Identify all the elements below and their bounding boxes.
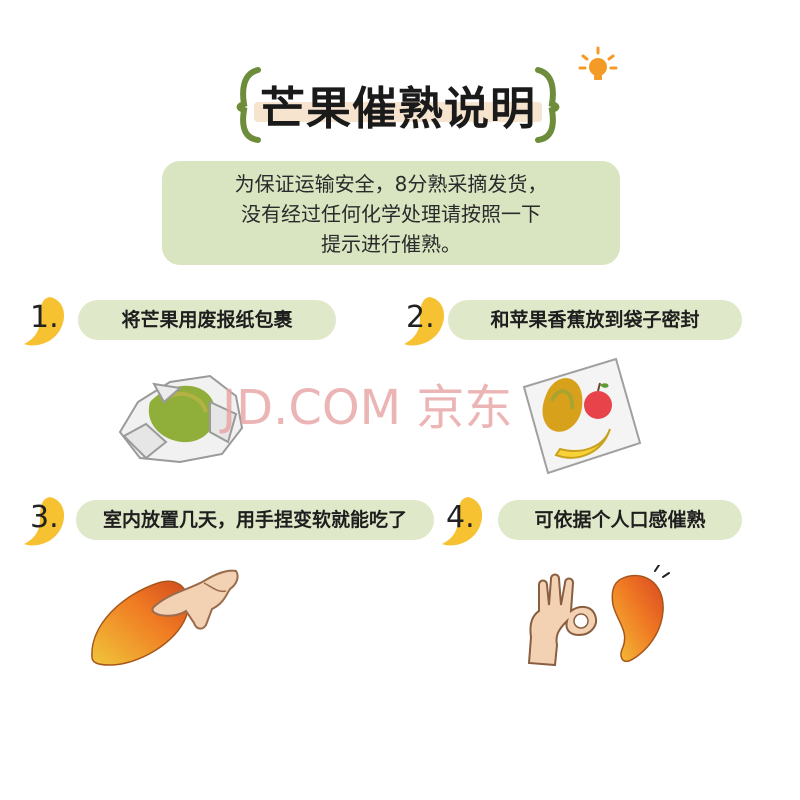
step-1-number: 1.: [30, 300, 59, 335]
mango-leaf-icon: [24, 497, 65, 546]
step-2-label: 和苹果香蕉放到袋子密封: [448, 300, 742, 340]
wrapped-mango-illustration: [118, 374, 244, 464]
pressing-mango-illustration: [91, 569, 239, 666]
bag-apple-banana-illustration: [522, 357, 642, 475]
ok-hand-mango-illustration: [527, 565, 670, 667]
mango-leaf-icon: [442, 497, 483, 546]
right-bracket-icon: [535, 67, 560, 143]
watermark-text: JD.COM 京东: [222, 380, 513, 436]
step-3-label: 室内放置几天，用手捏变软就能吃了: [76, 500, 434, 540]
lightbulb-icon: [578, 46, 618, 80]
left-bracket-icon: [236, 67, 261, 143]
mango-leaf-icon: [404, 297, 445, 346]
page-title: 芒果催熟说明: [259, 82, 536, 135]
page-title-block: 芒果催熟说明: [228, 62, 568, 143]
step-4-number: 4.: [446, 500, 475, 535]
step-1-label: 将芒果用废报纸包裹: [78, 300, 336, 340]
title-highlight: [254, 102, 542, 122]
intro-line-3: 提示进行催熟。: [321, 232, 461, 256]
intro-line-1: 为保证运输安全，8分熟采摘发货，: [234, 172, 548, 196]
intro-line-2: 没有经过任何化学处理请按照一下: [241, 202, 541, 226]
intro-box: 为保证运输安全，8分熟采摘发货， 没有经过任何化学处理请按照一下 提示进行催熟。: [162, 161, 620, 265]
mango-leaf-icon: [24, 297, 65, 346]
step-4-label: 可依据个人口感催熟: [498, 500, 742, 540]
step-3-number: 3.: [30, 500, 59, 535]
step-2-number: 2.: [406, 300, 435, 335]
